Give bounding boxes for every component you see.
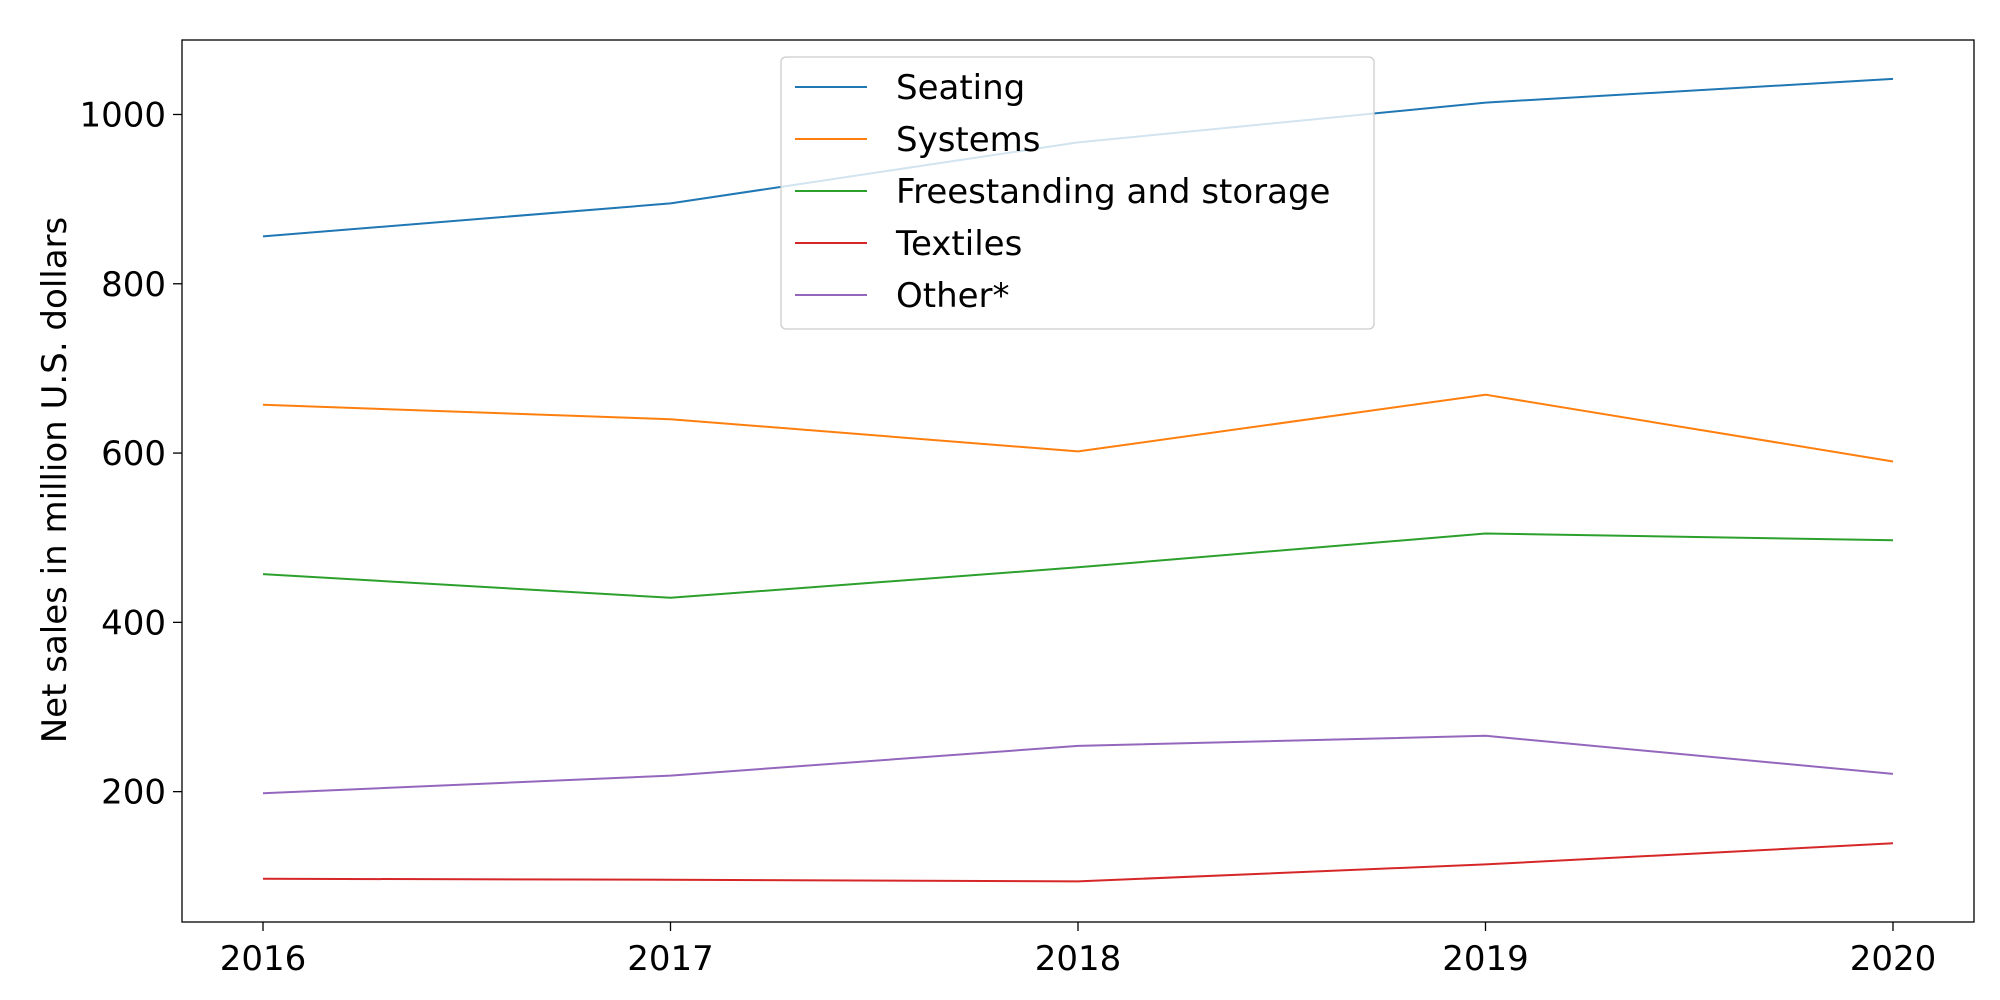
data-point-other-2020 bbox=[1890, 771, 1896, 777]
series-line-textiles bbox=[262, 842, 1894, 883]
y-axis-label: Net sales in million U.S. dollars bbox=[35, 217, 75, 744]
data-point-textiles-2019 bbox=[1483, 861, 1489, 867]
data-point-freestanding-and-storage-2016 bbox=[260, 571, 266, 577]
legend-label: Seating bbox=[896, 68, 1025, 108]
y-tick-label: 400 bbox=[101, 603, 166, 643]
data-point-other-2017 bbox=[668, 773, 674, 779]
legend-item-textiles: Textiles bbox=[795, 224, 1022, 264]
legend-box bbox=[780, 56, 1375, 330]
y-tick-label: 1000 bbox=[79, 95, 166, 135]
y-axis: 200 400 600 800 1000 bbox=[79, 95, 182, 813]
data-point-freestanding-and-storage-2018 bbox=[1075, 564, 1081, 570]
x-tick-label: 2016 bbox=[220, 939, 307, 979]
data-point-textiles-2020 bbox=[1890, 840, 1896, 846]
x-tick-label: 2019 bbox=[1442, 939, 1529, 979]
series-line-systems bbox=[262, 393, 1894, 463]
data-point-freestanding-and-storage-2019 bbox=[1483, 531, 1489, 537]
data-point-seating-2020 bbox=[1890, 76, 1896, 82]
legend-item-seating: Seating bbox=[795, 68, 1025, 108]
legend-label: Systems bbox=[896, 120, 1041, 160]
y-tick-label: 800 bbox=[101, 265, 166, 305]
legend-item-freestanding-and-storage: Freestanding and storage bbox=[795, 172, 1330, 212]
series-line-freestanding-and-storage bbox=[262, 532, 1894, 599]
legend: Seating Systems Freestanding and storage Te… bbox=[780, 56, 1375, 330]
data-point-textiles-2017 bbox=[668, 877, 674, 883]
data-point-other-2019 bbox=[1483, 733, 1489, 739]
legend-label: Other* bbox=[896, 276, 1010, 316]
legend-label: Freestanding and storage bbox=[896, 172, 1330, 212]
data-point-other-2018 bbox=[1075, 743, 1081, 749]
legend-item-systems: Systems bbox=[795, 120, 1041, 160]
data-point-seating-2019 bbox=[1483, 100, 1489, 106]
legend-label: Textiles bbox=[895, 224, 1022, 264]
y-tick-label: 600 bbox=[101, 434, 166, 474]
data-point-textiles-2016 bbox=[260, 876, 266, 882]
data-point-other-2016 bbox=[260, 790, 266, 796]
x-tick-label: 2017 bbox=[627, 939, 714, 979]
data-point-systems-2020 bbox=[1890, 459, 1896, 465]
x-axis: 2016 2017 2018 2019 2020 bbox=[220, 922, 1937, 979]
legend-item-other: Other* bbox=[795, 276, 1010, 316]
data-point-seating-2016 bbox=[260, 233, 266, 239]
data-point-seating-2017 bbox=[668, 200, 674, 206]
series-line-other bbox=[262, 734, 1894, 795]
data-point-freestanding-and-storage-2017 bbox=[668, 595, 674, 601]
data-point-systems-2018 bbox=[1075, 448, 1081, 454]
data-point-systems-2017 bbox=[668, 416, 674, 422]
data-point-systems-2019 bbox=[1483, 392, 1489, 398]
y-tick-label: 200 bbox=[101, 773, 166, 813]
series-textiles bbox=[260, 840, 1896, 884]
data-point-freestanding-and-storage-2020 bbox=[1890, 537, 1896, 543]
series-systems bbox=[260, 392, 1896, 465]
series-other bbox=[260, 733, 1896, 796]
series-freestanding-and-storage bbox=[260, 531, 1896, 601]
data-point-textiles-2018 bbox=[1075, 878, 1081, 884]
x-tick-label: 2018 bbox=[1035, 939, 1122, 979]
data-point-systems-2016 bbox=[260, 402, 266, 408]
x-tick-label: 2020 bbox=[1850, 939, 1937, 979]
